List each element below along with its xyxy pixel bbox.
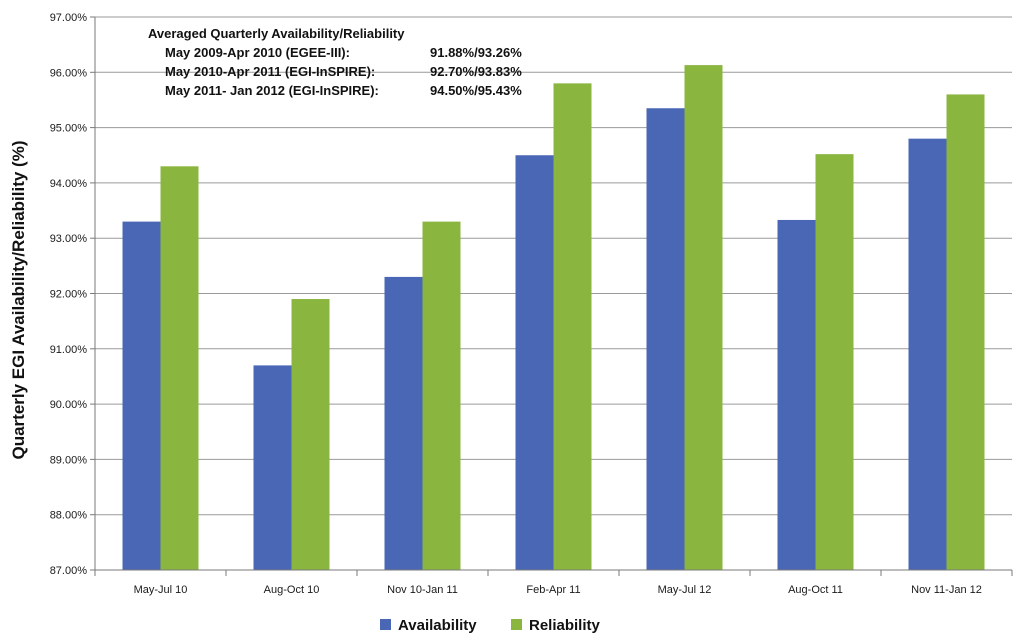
bar-reliability — [684, 65, 723, 571]
x-tick-label: Aug-Oct 11 — [788, 584, 843, 596]
y-tick-label: 87.00% — [50, 565, 88, 577]
x-tick-label: Feb-Apr 11 — [526, 584, 580, 596]
y-tick-label: 88.00% — [50, 510, 88, 522]
y-tick-label: 96.00% — [50, 67, 88, 79]
y-tick-label: 89.00% — [50, 454, 88, 466]
bar-reliability — [815, 154, 854, 571]
annotation-row-period: May 2011- Jan 2012 (EGI-InSPIRE): — [165, 83, 379, 98]
bar-reliability — [422, 221, 461, 571]
legend-label-reliability: Reliability — [529, 617, 601, 634]
bar-availability — [908, 138, 947, 570]
legend-swatch-availability — [380, 619, 391, 630]
annotation-row-value: 91.88%/93.26% — [430, 45, 522, 60]
y-tick-label: 95.00% — [50, 123, 88, 135]
y-axis-title: Quarterly EGI Availability/Reliability (… — [9, 141, 28, 460]
x-tick-label: May-Jul 10 — [134, 584, 188, 596]
bar-reliability — [291, 299, 330, 570]
legend: Availability Reliability — [380, 617, 601, 634]
bar-reliability — [946, 94, 985, 571]
y-tick-label: 91.00% — [50, 344, 88, 356]
axes — [90, 16, 1013, 576]
annotation-title: Averaged Quarterly Availability/Reliabil… — [148, 26, 405, 41]
annotation-row-value: 94.50%/95.43% — [430, 83, 522, 98]
bar-availability — [515, 155, 554, 570]
x-tick-label: May-Jul 12 — [658, 584, 712, 596]
x-tick-label: Nov 11-Jan 12 — [911, 584, 982, 596]
bar-availability — [384, 276, 423, 570]
labels: 87.00% 88.00% 89.00% 90.00% 91.00% 92.00% 93.0… — [50, 12, 982, 596]
annotation-row-value: 92.70%/93.83% — [430, 64, 522, 79]
y-tick-label: 90.00% — [50, 399, 88, 411]
x-tick-label: Aug-Oct 10 — [264, 584, 320, 596]
y-tick-label: 92.00% — [50, 289, 88, 301]
bar-reliability — [160, 166, 199, 570]
annotation-row-period: May 2009-Apr 2010 (EGEE-III): — [165, 45, 350, 60]
bar-availability — [646, 108, 685, 571]
y-tick-label: 93.00% — [50, 233, 88, 245]
y-tick-label: 97.00% — [50, 12, 88, 24]
legend-swatch-reliability — [511, 619, 522, 630]
legend-label-availability: Availability — [398, 617, 477, 634]
annotation-box: Averaged Quarterly Availability/Reliabil… — [148, 26, 522, 98]
bar-reliability — [553, 83, 592, 571]
bars — [122, 65, 985, 571]
bar-availability — [777, 219, 816, 571]
annotation-row-period: May 2010-Apr 2011 (EGI-InSPIRE): — [165, 64, 375, 79]
bar-availability — [122, 221, 161, 571]
x-tick-label: Nov 10-Jan 11 — [387, 584, 458, 596]
y-tick-label: 94.00% — [50, 178, 88, 190]
bar-availability — [253, 365, 292, 570]
